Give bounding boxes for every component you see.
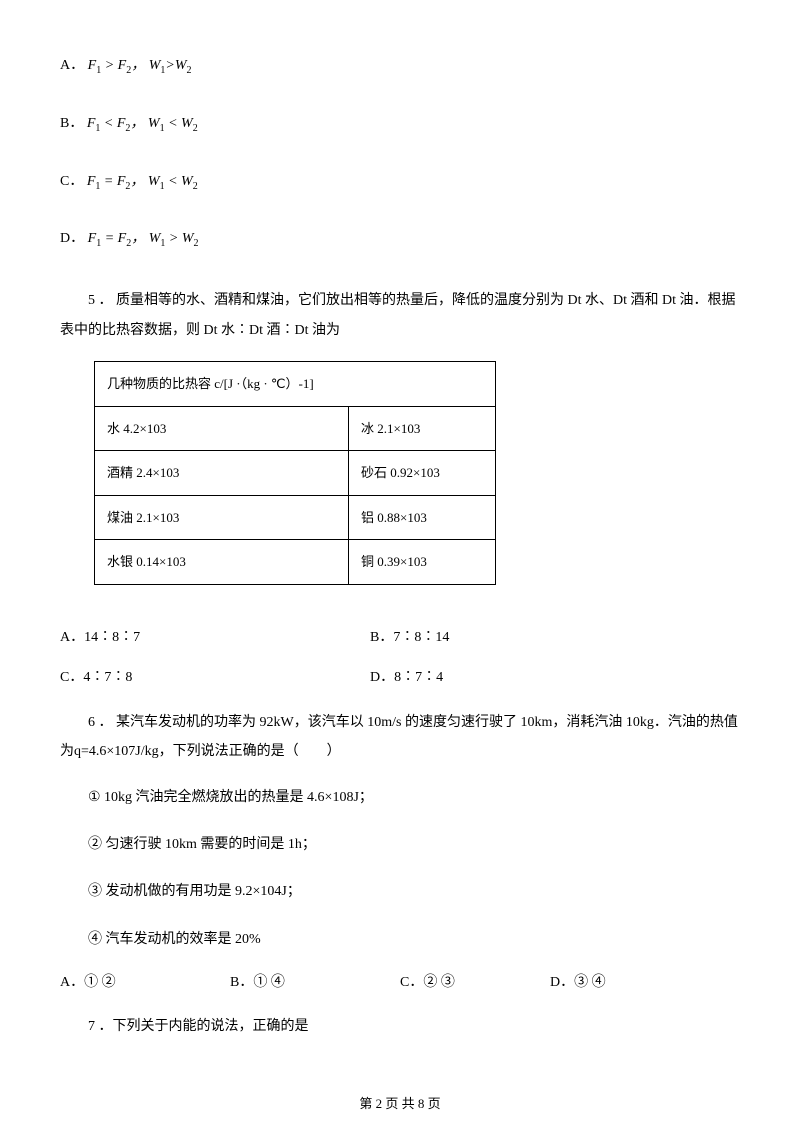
- table-row: 水银 0.14×103 铜 0.39×103: [95, 540, 496, 585]
- q5-answer-b: B．7∶8∶14: [370, 627, 680, 649]
- table-cell: 酒精 2.4×103: [95, 451, 349, 496]
- q6-answer-c: C．② ③: [400, 972, 550, 994]
- q5-answer-c: C．4∶7∶8: [60, 667, 370, 689]
- question-7-text: 7 ．下列关于内能的说法，正确的是: [60, 1012, 740, 1041]
- table-header: 几种物质的比热容 c/[J ·（kg · ℃）-1]: [95, 361, 496, 406]
- table-cell: 煤油 2.1×103: [95, 495, 349, 540]
- table-cell: 水银 0.14×103: [95, 540, 349, 585]
- table-row: 水 4.2×103 冰 2.1×103: [95, 406, 496, 451]
- table-cell: 铜 0.39×103: [349, 540, 496, 585]
- choice-c-label: C．: [60, 171, 83, 193]
- choice-a: A． F1 > F2， W1>W2: [60, 55, 740, 79]
- table-cell: 砂石 0.92×103: [349, 451, 496, 496]
- choice-b: B． F1 < F2， W1 < W2: [60, 113, 740, 137]
- q6-answer-row: A．① ② B．① ④ C．② ③ D．③ ④: [60, 972, 740, 994]
- choice-c: C． F1 = F2， W1 < W2: [60, 171, 740, 195]
- q6-item-4: ④ 汽车发动机的效率是 20%: [60, 925, 740, 954]
- choice-d: D． F1 = F2， W1 > W2: [60, 228, 740, 252]
- question-5-text: 5 ． 质量相等的水、酒精和煤油，它们放出相等的热量后，降低的温度分别为 Dt …: [60, 286, 740, 345]
- q6-item-3: ③ 发动机做的有用功是 9.2×104J；: [60, 877, 740, 906]
- question-6-text: 6 ． 某汽车发动机的功率为 92kW，该汽车以 10m/s 的速度匀速行驶了 …: [60, 708, 740, 767]
- q5-answer-row-1: A．14∶8∶7 B．7∶8∶14: [60, 627, 740, 649]
- table-cell: 水 4.2×103: [95, 406, 349, 451]
- page-footer: 第 2 页 共 8 页: [0, 1093, 800, 1112]
- q5-answer-row-2: C．4∶7∶8 D．8∶7∶4: [60, 667, 740, 689]
- q6-answer-a: A．① ②: [60, 972, 230, 994]
- choice-d-label: D．: [60, 228, 84, 250]
- choice-b-formula: F1 < F2， W1 < W2: [87, 116, 198, 131]
- q5-answer-a: A．14∶8∶7: [60, 627, 370, 649]
- choice-c-formula: F1 = F2， W1 < W2: [87, 174, 198, 189]
- q6-answer-b: B．① ④: [230, 972, 400, 994]
- q5-answer-d: D．8∶7∶4: [370, 667, 680, 689]
- choice-a-label: A．: [60, 55, 84, 77]
- table-row: 煤油 2.1×103 铝 0.88×103: [95, 495, 496, 540]
- q6-answer-d: D．③ ④: [550, 972, 700, 994]
- choice-b-label: B．: [60, 113, 83, 135]
- choice-a-formula: F1 > F2， W1>W2: [88, 58, 192, 73]
- q6-item-1: ① 10kg 汽油完全燃烧放出的热量是 4.6×108J；: [60, 783, 740, 812]
- table-cell: 铝 0.88×103: [349, 495, 496, 540]
- q6-item-2: ② 匀速行驶 10km 需要的时间是 1h；: [60, 830, 740, 859]
- table-cell: 冰 2.1×103: [349, 406, 496, 451]
- choice-d-formula: F1 = F2， W1 > W2: [88, 231, 199, 246]
- specific-heat-table: 几种物质的比热容 c/[J ·（kg · ℃）-1] 水 4.2×103 冰 2…: [94, 361, 496, 585]
- table-row: 酒精 2.4×103 砂石 0.92×103: [95, 451, 496, 496]
